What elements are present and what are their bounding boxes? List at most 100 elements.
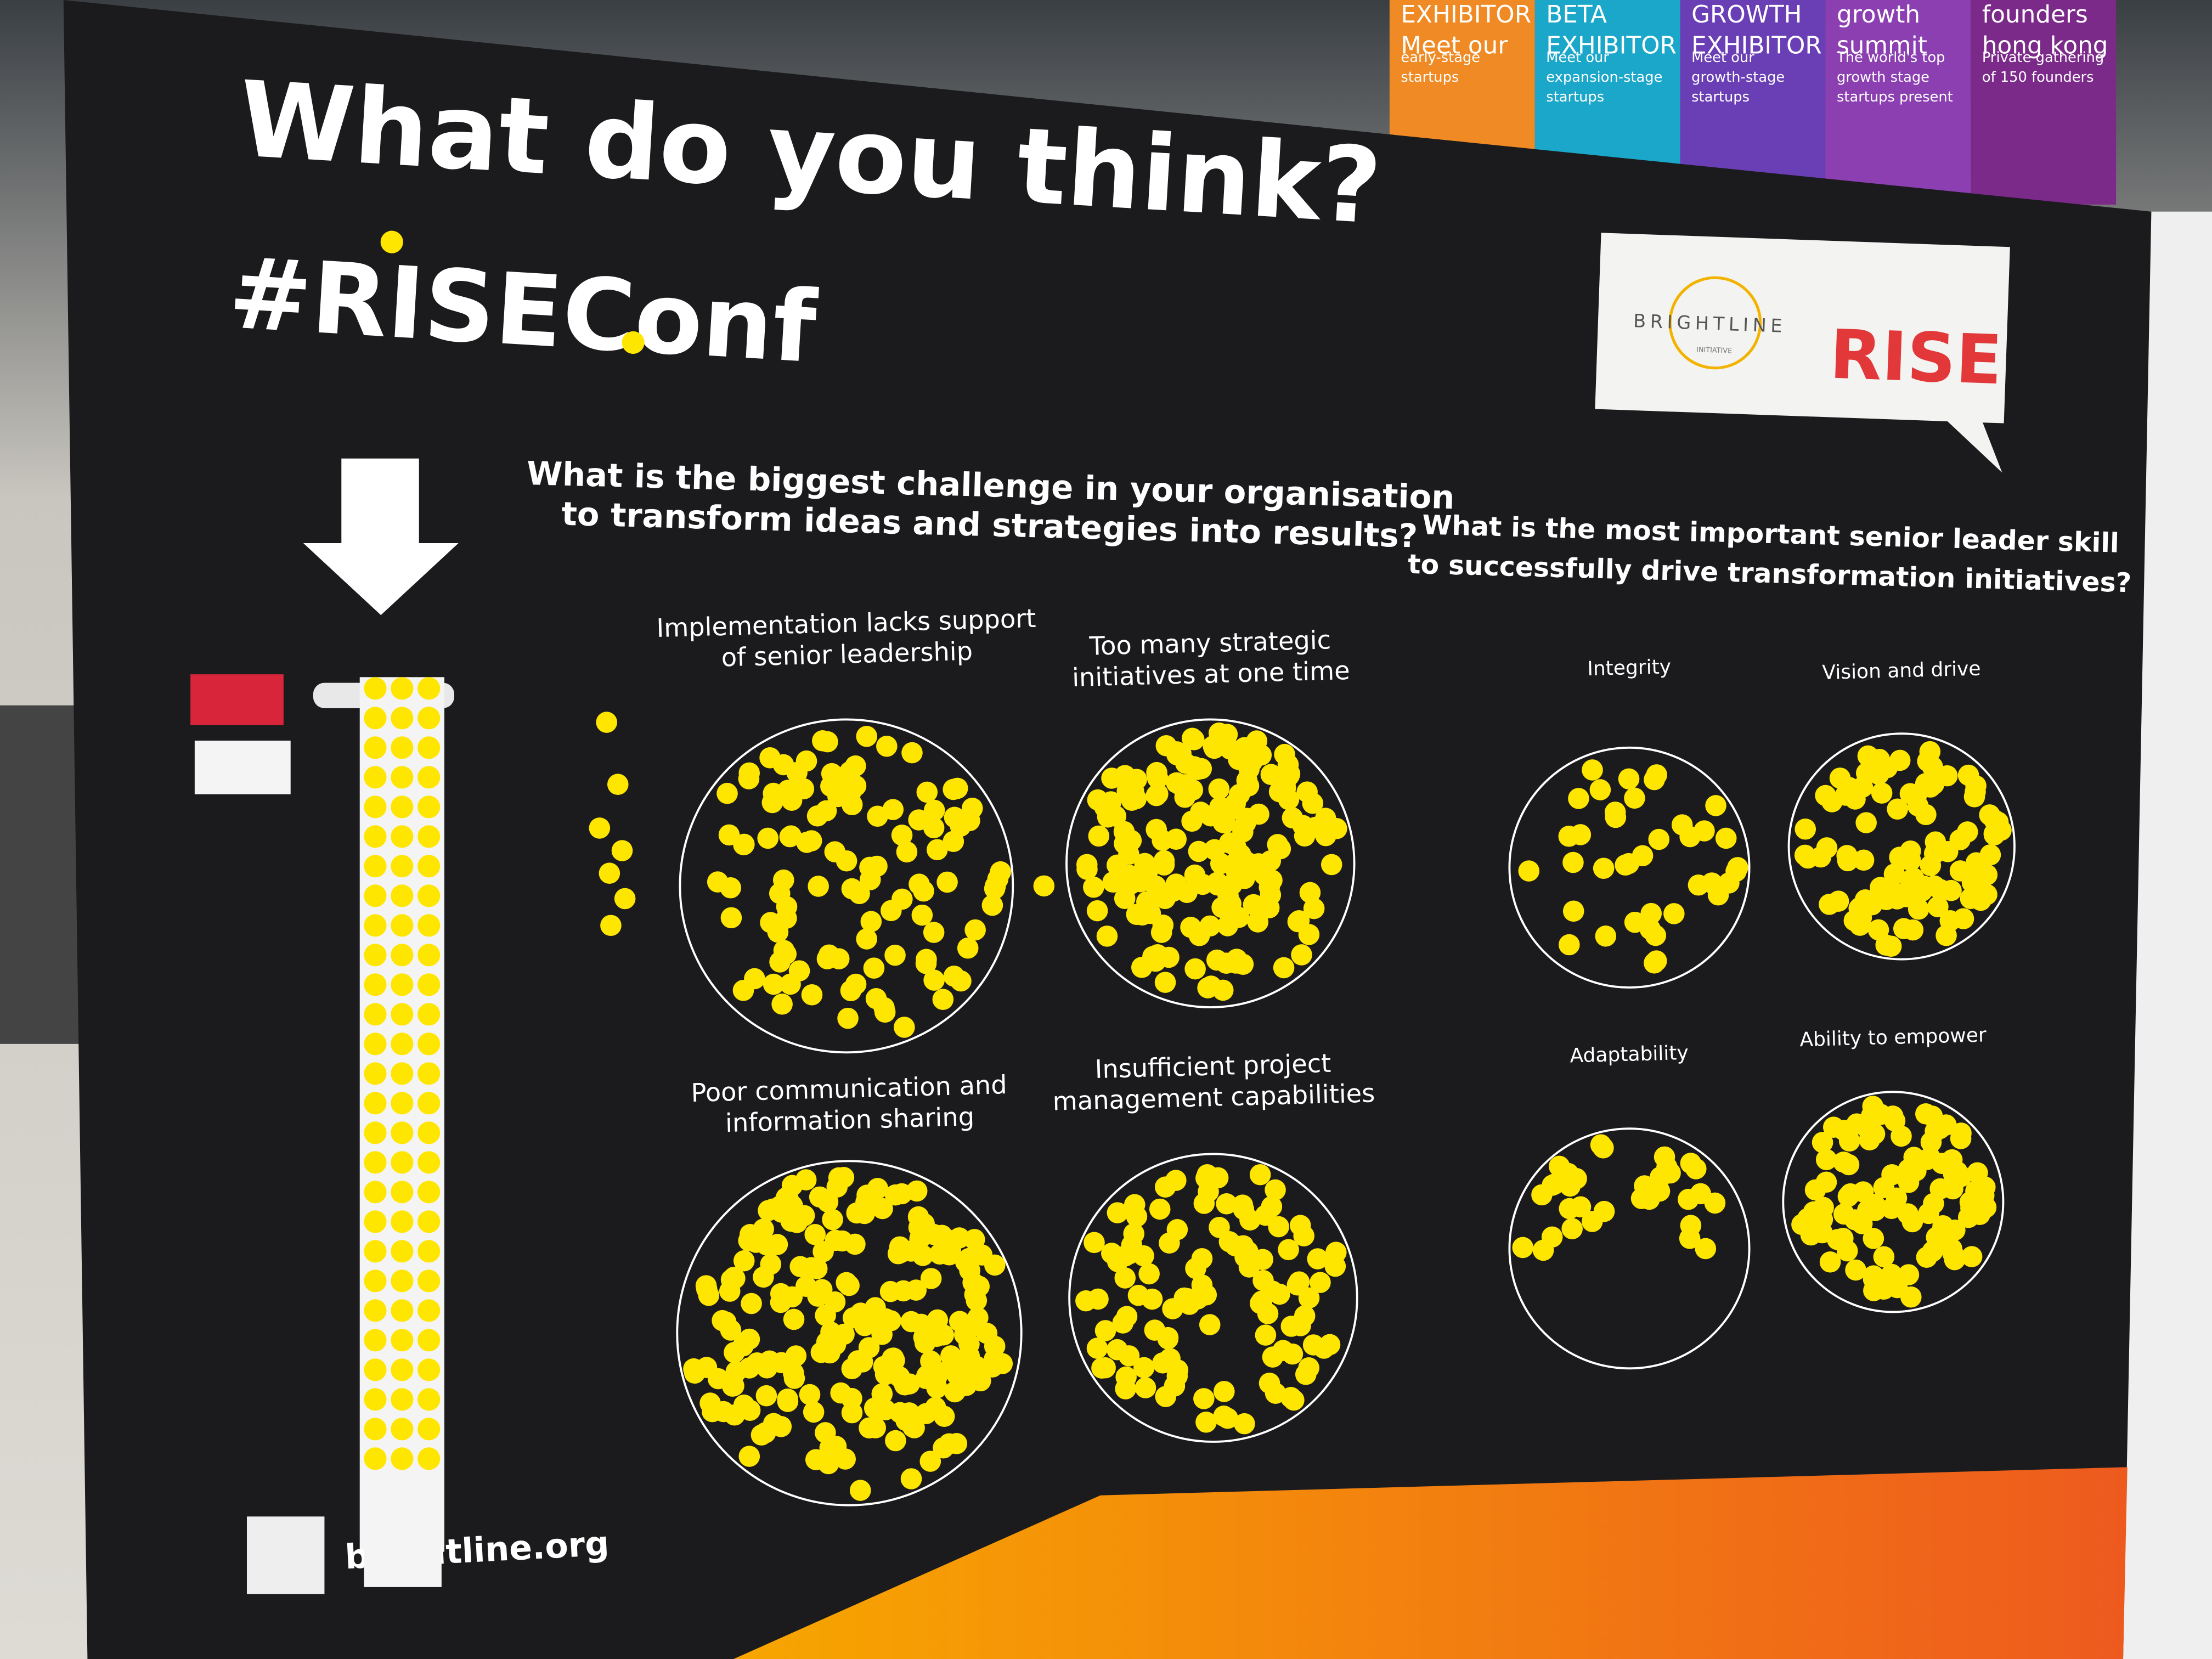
sticker-dot [746, 1352, 768, 1374]
sticker-dot [1950, 1166, 1972, 1187]
sticker-dot [1953, 908, 1974, 929]
sticker-dot [1618, 768, 1640, 790]
sticker [391, 1388, 414, 1411]
sticker-dot [1084, 1232, 1105, 1254]
sticker-dot [908, 1217, 930, 1238]
sticker [417, 677, 441, 700]
sticker-dot [1094, 1357, 1116, 1379]
sticker-dot [990, 861, 1011, 883]
sticker-dot [911, 904, 933, 926]
sticker-dot [767, 921, 789, 943]
sticker-dot [1261, 870, 1283, 891]
sticker [391, 944, 414, 967]
sticker-dot [1970, 868, 1991, 890]
sticker-dot [933, 1324, 955, 1346]
sticker-dot [1182, 727, 1203, 749]
sticker-dot [1595, 926, 1617, 947]
sticker-dot [856, 928, 877, 950]
sticker-dot [874, 1399, 896, 1421]
sticker-dot [806, 805, 828, 827]
sticker-dot [1268, 1216, 1289, 1238]
sticker-dot [1593, 857, 1615, 879]
sticker-dot [707, 1368, 729, 1390]
sticker-dot [1293, 1225, 1314, 1246]
sticker-dot [906, 1180, 928, 1202]
sticker-dot [738, 1328, 760, 1350]
sticker-dot [1870, 1104, 1892, 1125]
bubble [1595, 233, 2010, 473]
banner-text: Private gathering [1982, 49, 2104, 66]
sticker-dot [812, 730, 833, 752]
sticker-dot [1983, 823, 2005, 844]
sticker-dot [1624, 787, 1645, 809]
sticker [391, 1003, 414, 1026]
sticker-dot [1531, 1184, 1553, 1206]
sticker-dot [1188, 840, 1210, 862]
sticker-dot [1207, 1167, 1229, 1189]
sticker-dot [1949, 829, 1971, 850]
sticker [364, 795, 387, 819]
sticker [364, 1092, 387, 1115]
sticker-dot [1819, 894, 1840, 915]
sticker-dot [1950, 1122, 1972, 1144]
sticker-dot [1648, 828, 1670, 850]
sticker-dot [769, 951, 791, 973]
answer-circle [1068, 1153, 1358, 1443]
sticker-dot [879, 1280, 901, 1302]
sticker-dot [816, 948, 838, 969]
sticker-dot [1088, 825, 1110, 847]
arrow [303, 458, 459, 616]
sticker-dot [795, 750, 817, 772]
sticker-dot [733, 833, 755, 855]
sticker-dot [1303, 898, 1325, 919]
sticker-dot [1957, 764, 1979, 786]
sticker-dot [753, 1218, 774, 1240]
sticker-dot [858, 1193, 880, 1215]
sticker-dot [1141, 1288, 1163, 1310]
sticker-roll [359, 677, 444, 1552]
sticker [364, 944, 387, 967]
sticker [364, 1003, 387, 1026]
sticker-dot [1593, 1200, 1615, 1222]
sticker [364, 1210, 387, 1233]
sticker-dot [1927, 896, 1949, 918]
sticker-dot [1812, 1222, 1833, 1244]
sticker [364, 973, 387, 996]
sticker-dot [1145, 875, 1166, 897]
banner-text: startups [1546, 89, 1604, 105]
sticker [364, 736, 387, 759]
sticker-dot [965, 1244, 986, 1266]
sticker [417, 707, 441, 730]
sticker [391, 914, 414, 937]
sticker-dot [856, 725, 878, 747]
sticker-dot [1863, 1228, 1884, 1249]
board [63, 0, 2152, 1659]
sticker-dot [1582, 759, 1603, 781]
sticker [417, 944, 441, 967]
sticker-dot [894, 1017, 915, 1038]
sticker-dot [1558, 1163, 1579, 1184]
sticker-dot [863, 957, 885, 979]
sticker-dot [807, 1285, 828, 1307]
sticker [391, 1151, 414, 1174]
sticker [417, 855, 441, 878]
sticker-dot [1154, 972, 1176, 993]
sticker-dot [1915, 1103, 1937, 1125]
sticker-dot [1307, 1248, 1329, 1269]
sticker-dot [1086, 1338, 1108, 1359]
sticker-dot [1897, 1203, 1918, 1224]
sticker-dot [1705, 795, 1726, 816]
sticker [417, 973, 441, 996]
qr-code [247, 1516, 325, 1594]
sticker [417, 795, 441, 819]
sticker-dot [1518, 860, 1540, 882]
sticker-dot [981, 894, 1003, 916]
sticker-dot [789, 1256, 811, 1277]
sticker-dot [966, 1356, 988, 1377]
sticker-dot [840, 782, 861, 804]
banner-text: early-stage [1401, 49, 1480, 66]
sticker-dot [785, 1345, 807, 1367]
sticker-dot [923, 799, 945, 821]
sticker-dot [1181, 810, 1203, 832]
option-label: information sharing [725, 1102, 974, 1138]
